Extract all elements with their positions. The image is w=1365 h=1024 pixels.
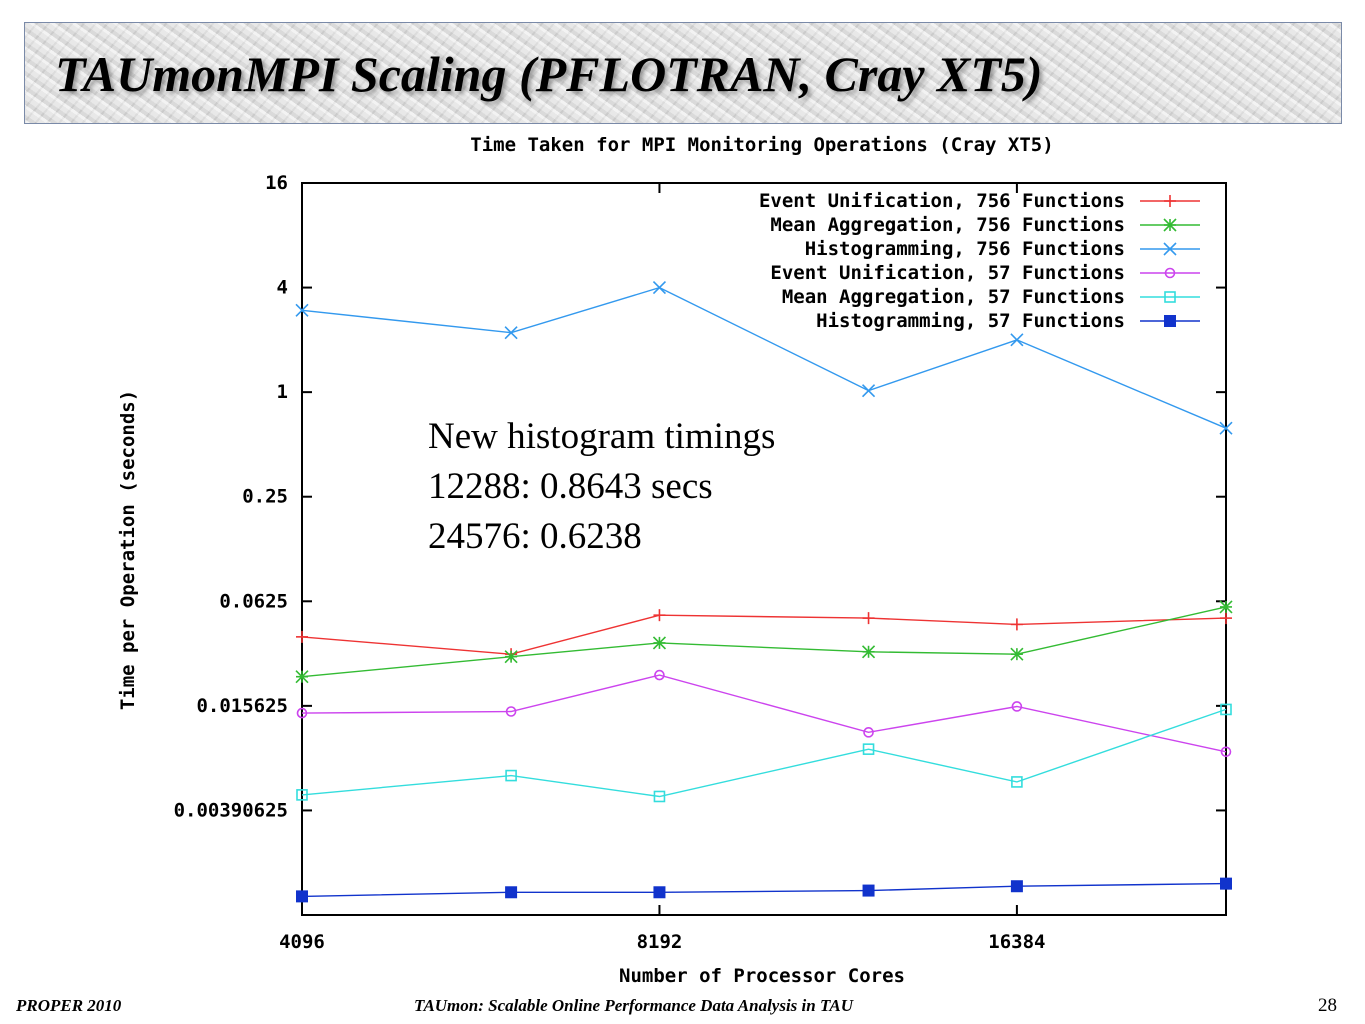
annotation-line-2: 12288: 0.8643 secs bbox=[428, 466, 713, 507]
chart-title: Time Taken for MPI Monitoring Operations… bbox=[470, 134, 1053, 156]
data-point bbox=[505, 769, 517, 782]
data-point bbox=[1163, 218, 1177, 232]
series-5 bbox=[296, 703, 1232, 803]
data-point bbox=[1010, 333, 1024, 347]
data-point bbox=[652, 281, 667, 295]
series-2 bbox=[295, 600, 1233, 684]
data-point bbox=[654, 669, 665, 681]
data-point bbox=[1010, 647, 1024, 661]
data-point bbox=[1219, 600, 1233, 614]
data-point bbox=[505, 886, 518, 899]
data-point bbox=[1220, 877, 1232, 890]
data-point bbox=[505, 706, 517, 717]
series-1 bbox=[296, 609, 1232, 661]
y-axis-label: Time per Operation (seconds) bbox=[117, 390, 139, 710]
title-banner: TAUmonMPI Scaling (PFLOTRAN, Cray XT5) bbox=[24, 22, 1342, 124]
data-point bbox=[862, 612, 875, 625]
x-tick-label: 16384 bbox=[988, 931, 1045, 953]
series-3 bbox=[295, 281, 1233, 435]
data-point bbox=[1164, 291, 1176, 303]
legend-label: Mean Aggregation, 756 Functions bbox=[770, 214, 1125, 236]
data-point bbox=[1220, 746, 1232, 758]
footer-conference: PROPER 2010 bbox=[16, 996, 122, 1015]
y-tick-label: 16 bbox=[265, 172, 288, 194]
plot-area bbox=[301, 182, 1227, 916]
data-point bbox=[296, 630, 308, 643]
x-tick-label: 4096 bbox=[279, 931, 325, 953]
series-6 bbox=[296, 877, 1232, 903]
data-point bbox=[1219, 421, 1233, 435]
annotation-box: New histogram timings 12288: 0.8643 secs… bbox=[428, 412, 775, 562]
data-point bbox=[296, 707, 308, 719]
x-axis-ticks: 4096 8192 16384 bbox=[279, 183, 1046, 953]
data-point bbox=[1220, 612, 1232, 625]
x-tick-label: 8192 bbox=[637, 931, 683, 953]
legend-label: Event Unification, 57 Functions bbox=[770, 262, 1125, 284]
data-point bbox=[653, 886, 666, 899]
series-line bbox=[301, 606, 1227, 678]
legend-label: Mean Aggregation, 57 Functions bbox=[782, 286, 1125, 308]
y-axis-ticks: 0.00390625 0.015625 0.0625 0.25 1 4 16 bbox=[174, 172, 1226, 821]
data-point bbox=[1164, 315, 1176, 327]
data-point bbox=[1163, 242, 1177, 256]
data-point bbox=[296, 789, 308, 801]
y-tick-label: 1 bbox=[277, 381, 288, 403]
data-point bbox=[504, 326, 518, 340]
legend-label: Histogramming, 756 Functions bbox=[805, 238, 1125, 260]
y-tick-label: 0.0625 bbox=[219, 590, 288, 612]
data-point bbox=[861, 384, 876, 398]
series-4 bbox=[296, 669, 1232, 758]
data-point bbox=[504, 650, 518, 664]
y-tick-label: 0.25 bbox=[242, 486, 288, 508]
y-tick-label: 0.00390625 bbox=[174, 799, 288, 821]
slide-title: TAUmonMPI Scaling (PFLOTRAN, Cray XT5) bbox=[55, 46, 1043, 102]
data-point bbox=[861, 645, 876, 659]
data-point bbox=[652, 636, 667, 650]
data-point bbox=[296, 890, 308, 903]
data-point bbox=[1164, 195, 1176, 207]
series-line bbox=[301, 614, 1227, 655]
data-point bbox=[295, 670, 309, 684]
data-point bbox=[653, 790, 666, 803]
data-point bbox=[1164, 267, 1176, 279]
y-tick-label: 0.015625 bbox=[196, 695, 288, 717]
series-line bbox=[301, 708, 1227, 798]
y-tick-label: 4 bbox=[277, 277, 288, 299]
page-number: 28 bbox=[1318, 995, 1337, 1016]
data-point bbox=[295, 303, 309, 317]
data-point bbox=[863, 727, 874, 738]
series-layer bbox=[295, 281, 1233, 903]
series-line bbox=[301, 286, 1227, 429]
annotation-line-1: New histogram timings bbox=[428, 416, 776, 457]
series-line bbox=[301, 674, 1227, 753]
legend-label: Histogramming, 57 Functions bbox=[816, 310, 1125, 332]
data-point bbox=[862, 884, 875, 897]
data-point bbox=[1220, 703, 1232, 716]
annotation-line-3: 24576: 0.6238 bbox=[428, 516, 642, 557]
data-point bbox=[653, 609, 666, 622]
data-point bbox=[1010, 880, 1023, 893]
data-point bbox=[1011, 701, 1023, 712]
series-line bbox=[301, 882, 1227, 898]
legend-label: Event Unification, 756 Functions bbox=[759, 190, 1125, 212]
data-point bbox=[1010, 618, 1023, 631]
x-axis-label: Number of Processor Cores bbox=[619, 965, 905, 987]
data-point bbox=[862, 743, 875, 755]
data-point bbox=[1011, 776, 1023, 788]
footer-paper-title: TAUmon: Scalable Online Performance Data… bbox=[414, 996, 854, 1015]
